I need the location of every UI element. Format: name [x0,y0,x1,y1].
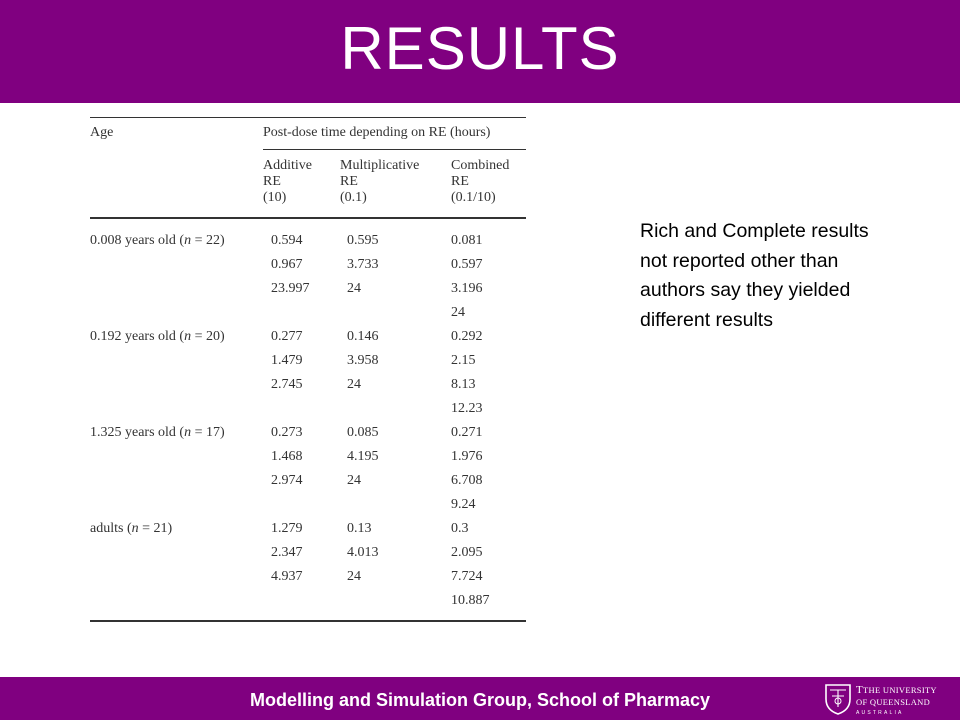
table-cell-additive: 2.347 [271,545,303,560]
table-cell-combined: 9.24 [451,497,476,512]
span-header-rule [263,149,526,150]
logo-line-1-text: The University [863,685,937,695]
combined-header-line-3: (0.1/10) [451,190,496,205]
post-dose-span-header: Post-dose time depending on RE (hours) [263,125,491,140]
table-cell-multiplicative: 0.595 [347,233,379,248]
table-cell-multiplicative: 4.013 [347,545,379,560]
table-cell-multiplicative: 3.958 [347,353,379,368]
table-cell-multiplicative: 0.13 [347,521,372,536]
table-top-rule [90,117,526,118]
additive-header-line-2: RE [263,174,281,189]
logo-line-2-text: Of Queensland [856,697,931,707]
crest-icon [825,684,851,715]
additive-header-line-1: Additive [263,158,312,173]
results-table: Age Post-dose time depending on RE (hour… [90,117,526,622]
group-label: 1.325 years old (n = 17) [90,425,225,440]
group-label: 0.192 years old (n = 20) [90,329,225,344]
table-cell-combined: 6.708 [451,473,483,488]
table-cell-additive: 0.273 [271,425,303,440]
side-note: Rich and Complete results not reported o… [640,220,869,331]
table-cell-additive: 4.937 [271,569,303,584]
table-cell-multiplicative: 24 [347,377,361,392]
multiplicative-header-line-1: Multiplicative [340,158,420,173]
multiplicative-header-line-3: (0.1) [340,190,367,205]
table-cell-additive: 2.974 [271,473,303,488]
table-cell-additive: 2.745 [271,377,303,392]
header-bottom-rule [90,217,526,219]
table-cell-combined: 0.271 [451,425,483,440]
table-cell-multiplicative: 24 [347,473,361,488]
title-bar: RESULTS [0,0,960,103]
slide-title: RESULTS [340,15,620,82]
logo-line-1: TThe University [856,684,937,696]
table-cell-combined: 12.23 [451,401,483,416]
table-cell-additive: 0.967 [271,257,303,272]
table-cell-multiplicative: 3.733 [347,257,379,272]
combined-header-line-2: RE [451,174,469,189]
table-cell-additive: 1.479 [271,353,303,368]
logo-line-2: Of Queensland [856,696,930,708]
university-logo: TThe University Of Queensland AUSTRALIA [822,683,942,717]
table-cell-additive: 0.594 [271,233,303,248]
table-bottom-rule [90,620,526,622]
additive-header-line-3: (10) [263,190,287,205]
table-cell-additive: 0.277 [271,329,303,344]
footer-text: Modelling and Simulation Group, School o… [249,690,711,710]
table-cell-additive: 23.997 [271,281,310,296]
table-cell-multiplicative: 0.085 [347,425,379,440]
table-cell-combined: 0.081 [451,233,483,248]
logo-line-3: AUSTRALIA [856,710,904,716]
table-cell-combined: 3.196 [451,281,483,296]
table-cell-multiplicative: 24 [347,569,361,584]
table-cell-combined: 0.597 [451,257,483,272]
table-cell-multiplicative: 4.195 [347,449,379,464]
table-cell-combined: 0.292 [451,329,483,344]
table-cell-multiplicative: 24 [347,281,361,296]
table-cell-combined: 24 [451,305,465,320]
table-cell-combined: 7.724 [451,569,483,584]
table-cell-additive: 1.279 [271,521,303,536]
table-cell-multiplicative: 0.146 [347,329,379,344]
group-label: 0.008 years old (n = 22) [90,233,225,248]
table-cell-combined: 2.15 [451,353,476,368]
table-cell-combined: 2.095 [451,545,483,560]
footer-bar: Modelling and Simulation Group, School o… [0,677,960,720]
group-label: adults (n = 21) [90,521,173,536]
table-cell-additive: 1.468 [271,449,303,464]
age-column-header: Age [90,125,114,140]
table-cell-combined: 1.976 [451,449,483,464]
table-cell-combined: 10.887 [451,593,490,608]
table-cell-combined: 0.3 [451,521,469,536]
multiplicative-header-line-2: RE [340,174,358,189]
table-cell-combined: 8.13 [451,377,476,392]
combined-header-line-1: Combined [451,158,510,173]
